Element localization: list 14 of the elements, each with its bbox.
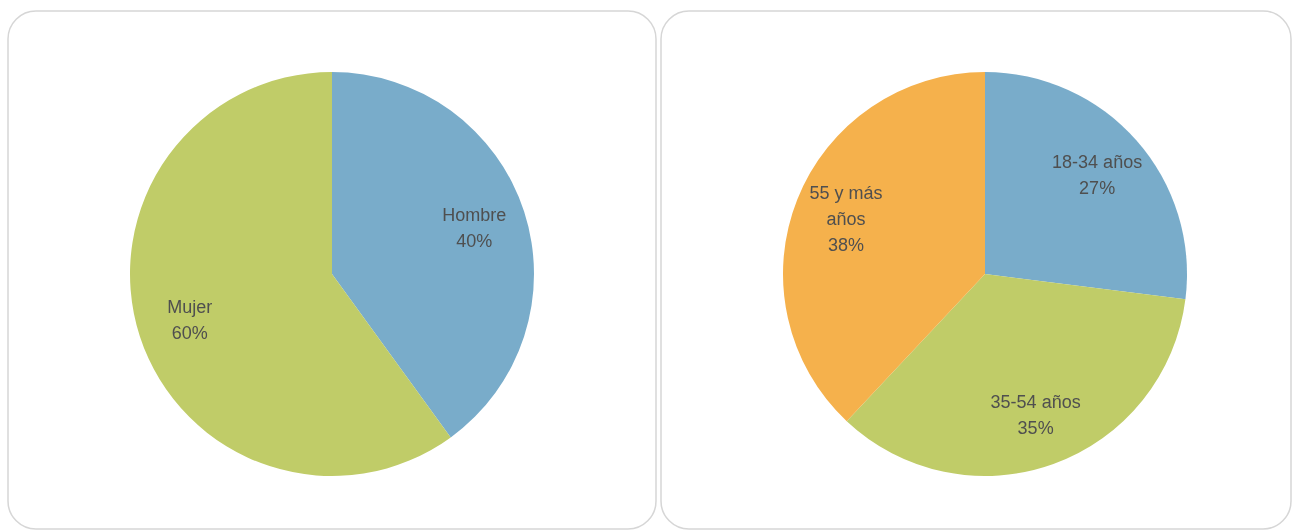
data-label: 27% xyxy=(1079,178,1116,199)
slice-label: Hombre xyxy=(442,204,507,225)
pie-slice xyxy=(783,72,985,422)
data-label: 35% xyxy=(1017,417,1054,438)
pie-slice xyxy=(985,72,1187,300)
slice-label: 35-54 años xyxy=(990,391,1081,412)
slice-label: 18-34 años xyxy=(1052,152,1143,173)
pie-slice xyxy=(332,72,534,438)
data-label: 38% xyxy=(828,234,865,255)
data-label: 40% xyxy=(456,230,493,251)
pie-slice xyxy=(846,274,1186,476)
slice-label: 55 y más años xyxy=(809,182,883,229)
data-label: 60% xyxy=(171,323,208,344)
slice-label: Mujer xyxy=(167,297,213,318)
